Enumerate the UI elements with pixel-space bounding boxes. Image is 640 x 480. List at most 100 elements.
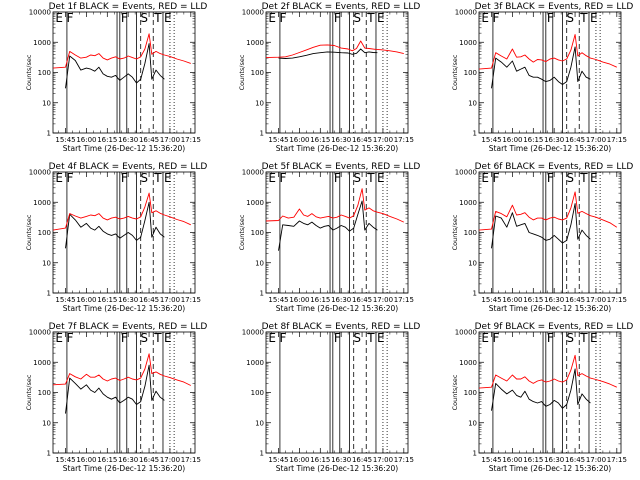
x-tick-label: 16:15 xyxy=(310,136,330,144)
flag-label: T xyxy=(366,331,375,345)
y-tick-label: 1000 xyxy=(33,39,51,47)
y-tick-label: 1 xyxy=(260,130,264,138)
y-tick-label: 10000 xyxy=(455,169,477,177)
y-axis-label: Counts/sec xyxy=(238,54,246,90)
y-axis-label: Counts/sec xyxy=(451,214,459,250)
flag-label: F xyxy=(547,171,554,185)
x-tick-label: 17:00 xyxy=(373,456,393,464)
x-axis-label: Start Time (26-Dec-12 15:36:20) xyxy=(276,144,398,153)
lld-series-line xyxy=(479,191,618,231)
detector-panel-9: Det 9f BLACK = Events, RED = LLD 1 10 100 10… xyxy=(426,320,639,480)
flag-label: F xyxy=(67,11,74,25)
x-tick-label: 16:30 xyxy=(331,296,351,304)
flag-label: E xyxy=(590,11,598,25)
x-tick-label: 16:30 xyxy=(331,136,351,144)
x-tick-label: 16:00 xyxy=(502,136,522,144)
flag-label: E xyxy=(377,11,385,25)
flag-label: T xyxy=(579,171,588,185)
events-series-line xyxy=(491,46,591,89)
x-tick-label: 17:00 xyxy=(373,136,393,144)
flag-label: T xyxy=(366,11,375,25)
y-tick-label: 100 xyxy=(38,389,51,397)
x-tick-label: 16:15 xyxy=(310,296,330,304)
x-tick-label: 17:15 xyxy=(181,296,201,304)
plot-frame xyxy=(52,171,196,294)
events-series-line xyxy=(65,201,165,249)
y-axis-label: Counts/sec xyxy=(451,374,459,410)
plot-frame xyxy=(265,11,409,134)
x-tick-label: 17:00 xyxy=(160,296,180,304)
y-tick-label: 1000 xyxy=(459,199,477,207)
y-tick-label: 1000 xyxy=(459,359,477,367)
x-tick-label: 16:30 xyxy=(118,456,138,464)
y-axis-label: Counts/sec xyxy=(25,374,33,410)
y-axis-label: Counts/sec xyxy=(451,54,459,90)
x-tick-label: 15:45 xyxy=(481,456,501,464)
flag-label: T xyxy=(579,331,588,345)
flag-label: F xyxy=(493,171,500,185)
detector-panel-4: Det 4f BLACK = Events, RED = LLD 1 10 100 10… xyxy=(0,160,213,320)
y-tick-label: 1 xyxy=(473,450,477,458)
x-tick-label: 16:15 xyxy=(97,296,117,304)
x-tick-label: 16:15 xyxy=(97,456,117,464)
y-tick-label: 1000 xyxy=(459,39,477,47)
flag-label: E xyxy=(590,331,598,345)
x-tick-label: 15:45 xyxy=(55,136,75,144)
flag-label: E xyxy=(268,171,276,185)
flag-label: E xyxy=(55,11,63,25)
flag-label: S xyxy=(353,171,361,185)
x-tick-label: 17:15 xyxy=(607,456,627,464)
flag-label: F xyxy=(280,11,287,25)
x-axis-label: Start Time (26-Dec-12 15:36:20) xyxy=(63,304,185,313)
panel-title: Det 5f BLACK = Events, RED = LLD xyxy=(262,162,421,172)
plot-frame xyxy=(52,11,196,134)
x-tick-label: 16:15 xyxy=(523,296,543,304)
lld-series-line xyxy=(479,34,617,70)
detector-chart: Det 7f BLACK = Events, RED = LLD 1 10 100 10… xyxy=(25,322,208,473)
events-series-line xyxy=(491,203,591,249)
x-tick-label: 17:15 xyxy=(181,456,201,464)
flag-label: E xyxy=(164,331,172,345)
detector-chart: Det 8f BLACK = Events, RED = LLD 1 10 100 10… xyxy=(242,322,421,473)
panel-title: Det 1f BLACK = Events, RED = LLD xyxy=(49,2,208,12)
flag-label: F xyxy=(280,331,287,345)
flag-label: S xyxy=(140,331,148,345)
events-series-line xyxy=(278,200,378,251)
panel-title: Det 7f BLACK = Events, RED = LLD xyxy=(49,322,208,332)
flag-label: F xyxy=(334,11,341,25)
y-axis-label: Counts/sec xyxy=(25,214,33,250)
x-tick-label: 16:30 xyxy=(331,456,351,464)
y-tick-label: 10 xyxy=(468,419,477,427)
x-tick-label: 15:45 xyxy=(268,456,288,464)
y-tick-label: 10 xyxy=(468,259,477,267)
y-tick-label: 10 xyxy=(255,419,264,427)
lld-series-line xyxy=(53,192,191,231)
panel-title: Det 4f BLACK = Events, RED = LLD xyxy=(49,162,208,172)
x-tick-label: 17:00 xyxy=(160,456,180,464)
detector-panel-8: Det 8f BLACK = Events, RED = LLD 1 10 100 10… xyxy=(213,320,426,480)
x-tick-label: 15:45 xyxy=(481,136,501,144)
x-tick-label: 16:45 xyxy=(139,136,159,144)
x-tick-label: 16:30 xyxy=(544,456,564,464)
y-tick-label: 1 xyxy=(260,290,264,298)
y-tick-label: 10000 xyxy=(455,9,477,17)
x-tick-label: 16:30 xyxy=(118,296,138,304)
y-tick-label: 10000 xyxy=(29,9,51,17)
flag-label: E xyxy=(55,171,63,185)
x-tick-label: 16:15 xyxy=(310,456,330,464)
flag-label: E xyxy=(590,171,598,185)
flag-label: E xyxy=(55,331,63,345)
x-tick-label: 17:15 xyxy=(607,136,627,144)
y-tick-label: 1000 xyxy=(246,359,264,367)
flag-label: F xyxy=(334,171,341,185)
detector-panel-6: Det 6f BLACK = Events, RED = LLD 1 10 100 10… xyxy=(426,160,639,320)
x-tick-label: 16:45 xyxy=(352,296,372,304)
x-tick-label: 16:45 xyxy=(352,456,372,464)
y-tick-label: 10 xyxy=(42,419,51,427)
flag-label: F xyxy=(280,171,287,185)
flag-label: E xyxy=(164,171,172,185)
x-tick-label: 15:45 xyxy=(55,296,75,304)
y-tick-label: 10 xyxy=(42,99,51,107)
x-tick-label: 17:15 xyxy=(394,296,414,304)
